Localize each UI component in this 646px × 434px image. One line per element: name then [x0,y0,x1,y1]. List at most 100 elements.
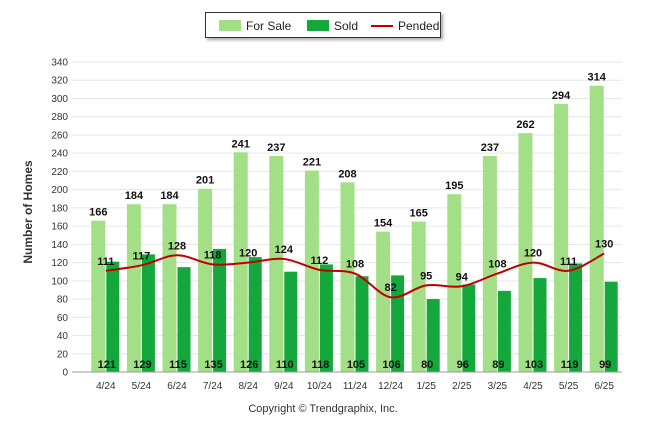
legend-swatch-for-sale [219,20,241,31]
data-label-sold: 129 [133,359,151,371]
bar-sold [248,257,262,372]
y-tick-label: 280 [51,112,68,123]
bar-sold [355,276,369,372]
y-tick-label: 140 [51,240,68,251]
data-label-pended: 108 [488,259,506,271]
y-tick-label: 220 [51,167,68,178]
data-label-pended: 82 [384,282,396,294]
bar-sold [284,271,298,372]
x-tick-label: 10/24 [307,381,332,392]
x-axis-ticks: 4/24 5/24 6/24 7/24 8/24 9/24 10/24 11/24 12/24 1… [96,381,614,392]
pended-line [105,252,605,299]
data-label-pended: 130 [595,238,613,250]
x-tick-label: 1/25 [416,381,436,392]
data-label-sold: 121 [98,359,116,371]
bar-sold [177,267,191,372]
x-tick-label: 5/24 [132,381,152,392]
x-tick-label: 8/24 [238,381,258,392]
bar-for-sale [198,188,213,372]
x-tick-label: 11/24 [343,381,368,392]
bar-for-sale [91,220,106,372]
data-label-for-sale: 166 [89,207,107,219]
data-label-for-sale: 314 [588,72,607,84]
x-tick-label: 5/25 [559,381,579,392]
bar-sold [462,284,476,372]
copyright-text: Copyright © Trendgraphix, Inc. [248,403,398,415]
y-tick-label: 40 [57,331,69,342]
y-tick-label: 340 [51,58,68,69]
data-label-for-sale: 221 [303,157,321,169]
x-tick-label: 9/24 [274,381,294,392]
data-label-pended: 118 [204,249,222,261]
data-label-sold: 110 [276,359,294,371]
y-tick-label: 60 [57,313,69,324]
bar-for-sale [482,155,497,372]
bar-sold [533,278,547,372]
data-label-pended: 95 [420,270,432,282]
x-tick-label: 12/24 [378,381,403,392]
data-label-for-sale: 154 [374,218,393,230]
data-label-for-sale: 165 [410,208,428,220]
bar-for-sale [518,133,533,372]
x-tick-label: 6/25 [594,381,614,392]
data-label-for-sale: 184 [160,190,179,202]
y-tick-label: 320 [51,76,68,87]
bar-for-sale [447,194,462,372]
data-label-pended: 128 [168,240,186,252]
data-label-for-sale: 184 [125,190,144,202]
data-label-sold: 106 [382,359,400,371]
bar-for-sale [589,85,604,373]
y-tick-label: 180 [51,203,68,214]
bar-for-sale [126,204,141,372]
bars [91,85,618,373]
legend-swatch-sold [307,20,329,31]
bar-for-sale [233,152,248,372]
data-label-sold: 118 [312,359,330,371]
bar-for-sale [411,221,426,372]
bar-sold [319,264,333,372]
y-tick-label: 240 [51,149,68,160]
x-tick-label: 7/24 [203,381,223,392]
bar-sold [569,263,583,372]
data-label-pended: 117 [133,250,151,262]
bar-for-sale [376,231,391,372]
data-label-sold: 103 [525,359,543,371]
data-label-for-sale: 294 [552,90,571,102]
data-label-for-sale: 262 [516,119,534,131]
x-tick-label: 2/25 [452,381,472,392]
bar-sold [426,299,440,372]
bar-sold [213,248,227,372]
y-tick-label: 260 [51,130,68,141]
y-axis-ticks: 0 20 40 60 80 100 120 140 160 180 200 220 240 260 280 3… [51,58,68,379]
bar-sold [604,281,618,372]
data-label-for-sale: 241 [232,138,250,150]
data-label-sold: 89 [492,359,504,371]
legend-label-for-sale: For Sale [246,19,292,33]
bar-sold [141,254,155,372]
y-tick-label: 20 [57,349,69,360]
x-tick-label: 4/24 [96,381,116,392]
x-tick-label: 4/25 [523,381,543,392]
data-label-sold: 96 [457,359,469,371]
data-label-sold: 119 [561,359,579,371]
data-label-sold: 80 [421,359,433,371]
data-label-sold: 105 [347,359,365,371]
y-tick-label: 80 [57,295,69,306]
data-label-sold: 115 [169,359,187,371]
data-label-for-sale: 237 [267,142,285,154]
data-label-pended: 112 [311,255,329,267]
data-label-pended: 94 [456,271,469,283]
y-axis-label: Number of Homes [21,160,35,264]
bar-sold [106,261,120,372]
data-label-pended: 111 [560,256,577,268]
data-labels: 166 121 184 129 184 115 201 135 241 126 237 110 221 1… [89,72,613,371]
data-label-pended: 111 [97,256,114,268]
data-label-sold: 135 [204,359,222,371]
bar-for-sale [554,103,569,373]
data-label-pended: 120 [524,248,542,260]
data-label-for-sale: 201 [196,175,214,187]
data-label-pended: 124 [275,244,294,256]
legend-label-sold: Sold [334,19,359,33]
bar-sold [391,275,405,372]
